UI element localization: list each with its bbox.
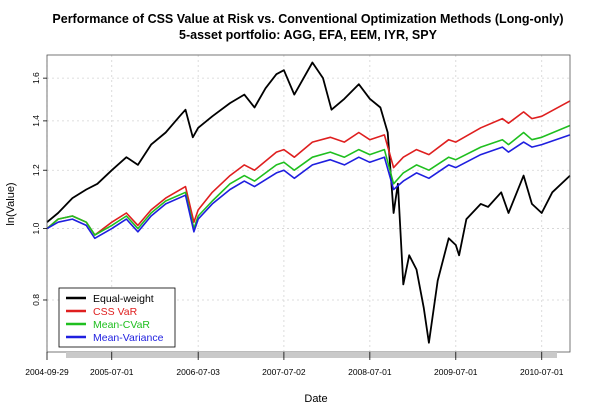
y-axis: 0.8 1.0 1.2 1.4 1.6 — [31, 72, 47, 306]
legend-label: Mean-Variance — [93, 332, 164, 344]
chart-title: Performance of CSS Value at Risk vs. Con… — [52, 12, 563, 26]
y-axis-title: ln(Value) — [5, 182, 17, 225]
x-axis-tick-band — [66, 352, 557, 358]
x-tick-label: 2008-07-01 — [348, 367, 392, 377]
series-line-3 — [46, 124, 571, 236]
x-axis-title: Date — [304, 393, 327, 405]
chart-subtitle: 5-asset portfolio: AGG, EFA, EEM, IYR, S… — [179, 28, 438, 42]
y-tick-label: 0.8 — [31, 294, 41, 306]
series-line-1 — [46, 61, 571, 344]
x-tick-label: 2009-07-01 — [434, 367, 478, 377]
x-tick-label: 2006-07-03 — [176, 367, 220, 377]
y-tick-label: 1.2 — [31, 164, 41, 176]
x-tick-label: 2010-07-01 — [520, 367, 564, 377]
y-tick-label: 1.0 — [31, 222, 41, 234]
legend-label: CSS VaR — [93, 306, 138, 318]
series-line-2 — [46, 100, 571, 236]
series-lines — [46, 61, 571, 344]
gridlines — [46, 55, 570, 352]
x-tick-label: 2004-09-29 — [25, 367, 69, 377]
y-tick-label: 1.6 — [31, 72, 41, 84]
series-line-4 — [46, 134, 571, 240]
y-tick-label: 1.4 — [31, 115, 41, 127]
x-axis: 2004-09-29 2005-07-01 2006-07-03 2007-07-02… — [25, 352, 564, 377]
x-tick-label: 2007-07-02 — [262, 367, 306, 377]
legend-label: Mean-CVaR — [93, 319, 150, 331]
legend-label: Equal-weight — [93, 293, 154, 305]
x-tick-label: 2005-07-01 — [90, 367, 134, 377]
